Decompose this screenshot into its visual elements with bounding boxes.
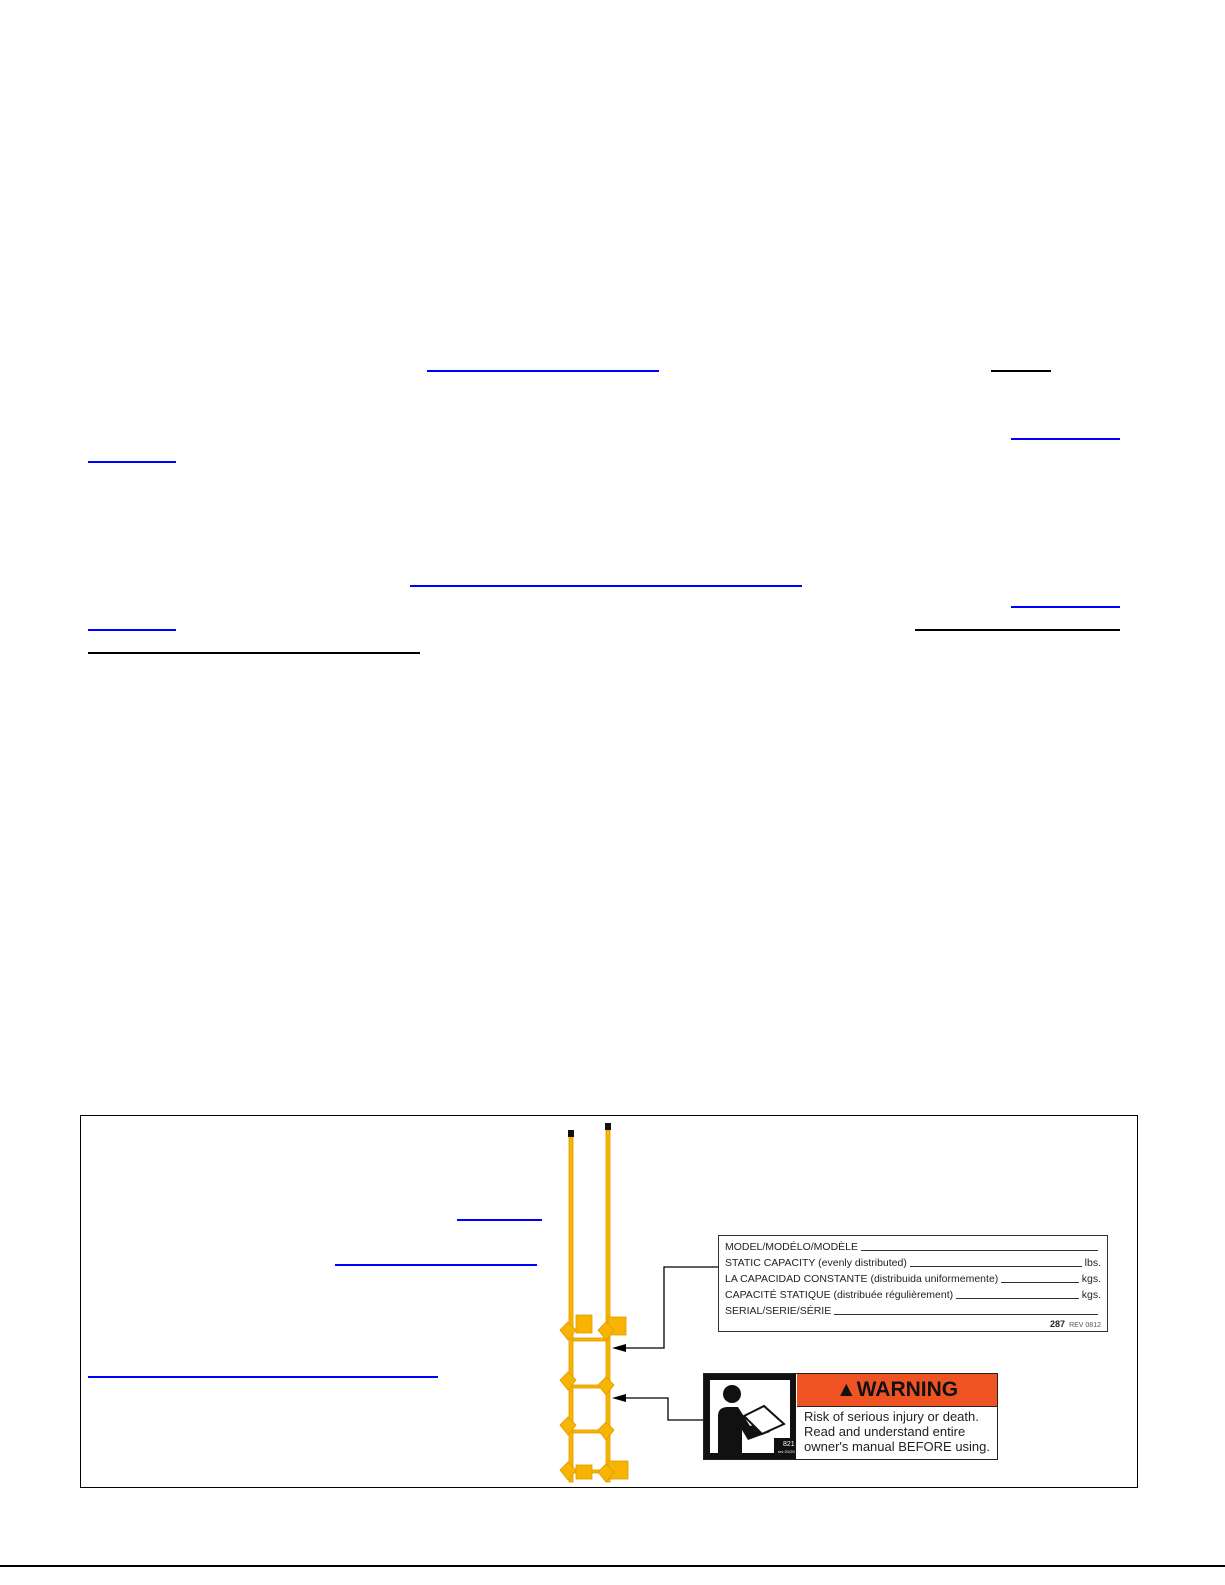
warning-title: WARNING — [856, 1378, 959, 1401]
label-unit: kgs. — [1081, 1289, 1101, 1301]
end-cap — [568, 1130, 574, 1137]
link-underline[interactable] — [457, 1219, 542, 1221]
arrow-icon — [612, 1344, 626, 1352]
callout-lines — [625, 1266, 718, 1421]
text-underline — [88, 652, 420, 654]
warning-code: 821 — [783, 1441, 795, 1448]
text-underline — [915, 629, 1120, 631]
link-underline[interactable] — [88, 461, 176, 463]
link-underline[interactable] — [88, 1376, 438, 1378]
text-underline — [991, 370, 1051, 372]
label-unit: lbs. — [1084, 1257, 1101, 1269]
warning-triangle-icon: ▲ — [835, 1378, 857, 1401]
label-unit: kgs. — [1081, 1273, 1101, 1285]
link-underline[interactable] — [335, 1264, 537, 1266]
end-cap — [605, 1123, 611, 1130]
warning-header: ▲ WARNING — [797, 1374, 997, 1407]
footer-rule — [0, 1565, 1225, 1567]
warning-line: owner's manual BEFORE using. — [804, 1439, 991, 1454]
label-rev: REV 0812 — [1069, 1322, 1101, 1329]
arrow-icon — [612, 1394, 626, 1402]
label-row: LA CAPACIDAD CONSTANTE (distribuida unif… — [725, 1273, 999, 1285]
warning-line: Risk of serious injury or death. — [804, 1409, 979, 1424]
label-row: STATIC CAPACITY (evenly distributed) — [725, 1257, 907, 1269]
link-underline[interactable] — [88, 629, 176, 631]
link-underline[interactable] — [427, 370, 659, 372]
label-code: 287 — [1050, 1319, 1066, 1329]
link-underline[interactable] — [1011, 606, 1120, 608]
capacity-label: MODEL/MODÉLO/MODÈLE STATIC CAPACITY (eve… — [718, 1235, 1108, 1332]
label-row: MODEL/MODÉLO/MODÈLE — [725, 1241, 859, 1253]
read-manual-icon: 821 rev 01/20 — [704, 1374, 796, 1459]
link-underline[interactable] — [1011, 438, 1120, 440]
warning-label: 821 rev 01/20 ▲ WARNING Risk of serious in… — [703, 1373, 998, 1460]
label-row: SERIAL/SERIE/SÉRIE — [725, 1305, 832, 1317]
warning-line: Read and understand entire — [804, 1424, 966, 1439]
label-row: CAPACITÉ STATIQUE (distribuée régulièrem… — [725, 1289, 954, 1301]
link-underline[interactable] — [410, 585, 802, 587]
warning-rev: rev 01/20 — [778, 1449, 795, 1454]
figure-box — [80, 1115, 1138, 1488]
